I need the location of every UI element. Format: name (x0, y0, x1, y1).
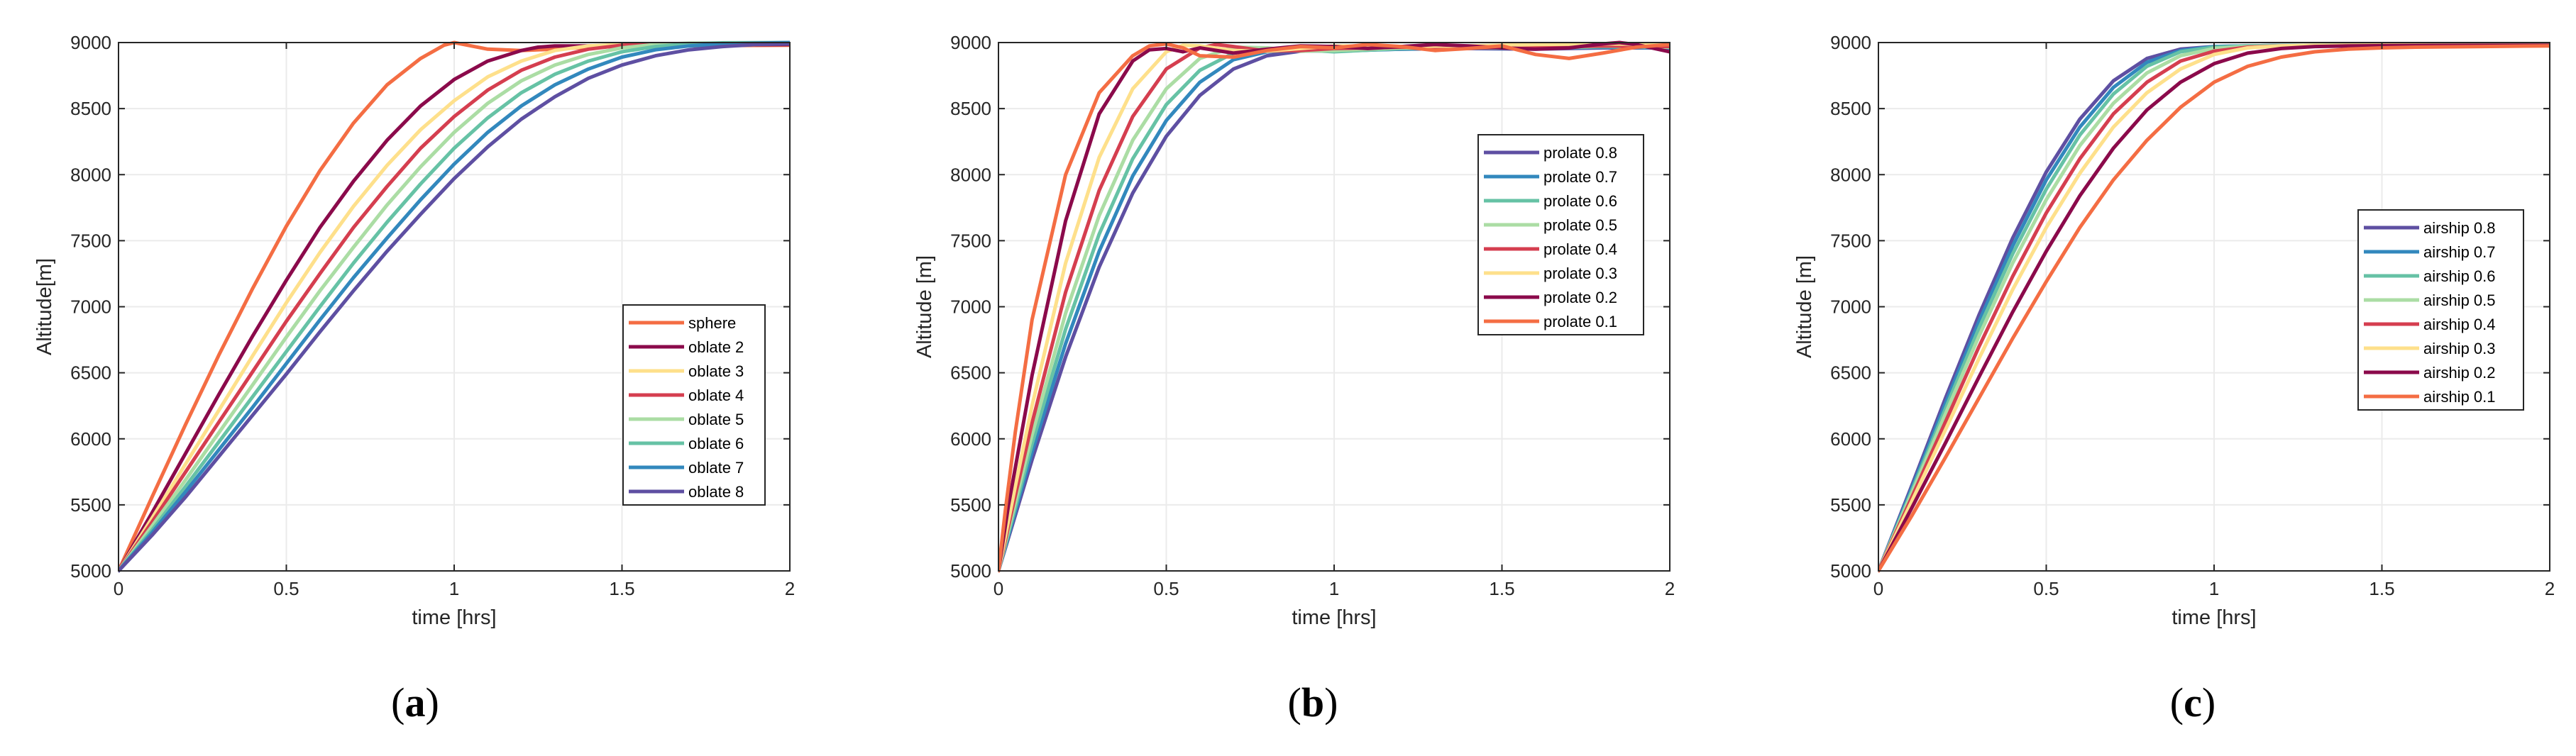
x-tick-label: 2 (2545, 578, 2555, 599)
legend-label: prolate 0.7 (1543, 168, 1617, 186)
y-tick-label: 8500 (950, 98, 991, 119)
x-tick-label: 1 (1329, 578, 1339, 599)
series-line-oblate-2 (119, 43, 790, 573)
legend-label: sphere (688, 314, 736, 332)
y-tick-label: 7500 (950, 230, 991, 251)
x-tick-label: 2 (785, 578, 795, 599)
series-line-oblate-8 (119, 42, 790, 573)
x-axis-label: time [hrs] (1292, 606, 1376, 629)
legend-label: oblate 8 (688, 483, 744, 501)
legend-label: oblate 4 (688, 387, 744, 404)
x-tick-label: 0 (114, 578, 123, 599)
series-line-airship-0-2 (1878, 43, 2550, 573)
y-tick-label: 8500 (1830, 98, 1871, 119)
legend-label: prolate 0.6 (1543, 192, 1617, 210)
y-axis-label: Altitude[m] (33, 258, 56, 355)
legend-label: airship 0.7 (2423, 243, 2496, 261)
x-tick-label: 0.5 (273, 578, 299, 599)
x-tick-label: 0 (993, 578, 1003, 599)
legend-label: airship 0.6 (2423, 267, 2496, 285)
series-line-oblate-3 (119, 42, 790, 573)
legend-label: airship 0.1 (2423, 388, 2496, 406)
y-tick-label: 6000 (70, 428, 111, 450)
y-tick-label: 6500 (1830, 362, 1871, 384)
x-tick-label: 2 (1665, 578, 1675, 599)
legend-label: prolate 0.5 (1543, 216, 1617, 234)
legend-label: prolate 0.3 (1543, 265, 1617, 282)
x-tick-label: 1 (449, 578, 459, 599)
y-tick-label: 5000 (1830, 560, 1871, 582)
x-tick-label: 1.5 (2369, 578, 2394, 599)
series-line-airship-0-3 (1878, 43, 2550, 573)
x-tick-label: 0.5 (1153, 578, 1179, 599)
legend-label: prolate 0.1 (1543, 313, 1617, 330)
y-tick-label: 9000 (70, 32, 111, 53)
legend: sphere oblate 2 oblate 3 oblate 4 oblate 5 ob… (622, 304, 766, 506)
chart-panel-b: 0 0.5 1 1.5 2 5000 5500 6000 6500 7000 7500 8000 850… (913, 32, 1675, 726)
x-axis-label: time [hrs] (2172, 606, 2256, 629)
y-tick-label: 5500 (950, 494, 991, 516)
x-tick-label: 1.5 (609, 578, 634, 599)
legend-box (622, 304, 766, 506)
legend-label: airship 0.3 (2423, 340, 2496, 357)
chart-panel-c: 0 0.5 1 1.5 2 5000 5500 6000 6500 7000 7500 8000 850… (1793, 32, 2555, 726)
y-tick-label: 6500 (70, 362, 111, 384)
legend-label: oblate 3 (688, 362, 744, 380)
x-tick-label: 0.5 (2033, 578, 2059, 599)
panel-caption: (a) (391, 679, 439, 726)
legend-label: airship 0.2 (2423, 364, 2496, 382)
x-tick-label: 1.5 (1489, 578, 1514, 599)
y-tick-label: 8000 (950, 164, 991, 185)
series-line-oblate-7 (119, 40, 790, 573)
y-tick-label: 8000 (70, 164, 111, 185)
legend-label: prolate 0.4 (1543, 240, 1617, 258)
legend-label: airship 0.4 (2423, 316, 2496, 333)
legend-label: oblate 7 (688, 459, 744, 477)
y-tick-label: 8500 (70, 98, 111, 119)
y-tick-label: 5000 (950, 560, 991, 582)
y-axis-label: Altitude [m] (913, 255, 936, 358)
legend-label: prolate 0.8 (1543, 144, 1617, 162)
legend-label: oblate 2 (688, 338, 744, 356)
y-tick-label: 7000 (70, 296, 111, 318)
x-tick-label: 0 (1873, 578, 1883, 599)
legend-box (1477, 134, 1644, 335)
legend: prolate 0.8 prolate 0.7 prolate 0.6 prolate… (1477, 134, 1644, 335)
series-line-oblate-6 (119, 40, 790, 573)
legend-label: oblate 5 (688, 411, 744, 428)
legend-label: oblate 6 (688, 435, 744, 452)
legend-label: airship 0.5 (2423, 291, 2496, 309)
y-tick-label: 5000 (70, 560, 111, 582)
legend-label: prolate 0.2 (1543, 289, 1617, 306)
series-line-oblate-4 (119, 42, 790, 573)
panel-caption-letter: c (2184, 679, 2202, 726)
panel-caption: (c) (2170, 679, 2216, 726)
y-tick-label: 8000 (1830, 164, 1871, 185)
y-tick-label: 9000 (1830, 32, 1871, 53)
panel-caption-letter: b (1301, 679, 1324, 726)
legend: airship 0.8 airship 0.7 airship 0.6 airship… (2357, 209, 2524, 411)
y-tick-label: 9000 (950, 32, 991, 53)
y-tick-label: 7500 (1830, 230, 1871, 251)
y-tick-label: 7000 (950, 296, 991, 318)
x-axis-label: time [hrs] (412, 606, 496, 629)
legend-label: airship 0.8 (2423, 219, 2496, 237)
y-tick-label: 5500 (1830, 494, 1871, 516)
y-tick-label: 7000 (1830, 296, 1871, 318)
y-tick-label: 6500 (950, 362, 991, 384)
legend-box (2357, 209, 2524, 411)
series-line-prolate-0-1 (998, 42, 1670, 573)
chart-panel-a: 0 0.5 1 1.5 2 5000 5500 6000 6500 7000 7500 8000 850… (33, 32, 795, 726)
y-tick-label: 7500 (70, 230, 111, 251)
panel-caption-letter: a (405, 679, 426, 726)
panel-caption: (b) (1288, 679, 1338, 726)
y-tick-label: 6000 (950, 428, 991, 450)
y-axis-label: Altitude [m] (1793, 255, 1816, 358)
x-tick-label: 1 (2209, 578, 2219, 599)
y-tick-label: 5500 (70, 494, 111, 516)
y-tick-label: 6000 (1830, 428, 1871, 450)
